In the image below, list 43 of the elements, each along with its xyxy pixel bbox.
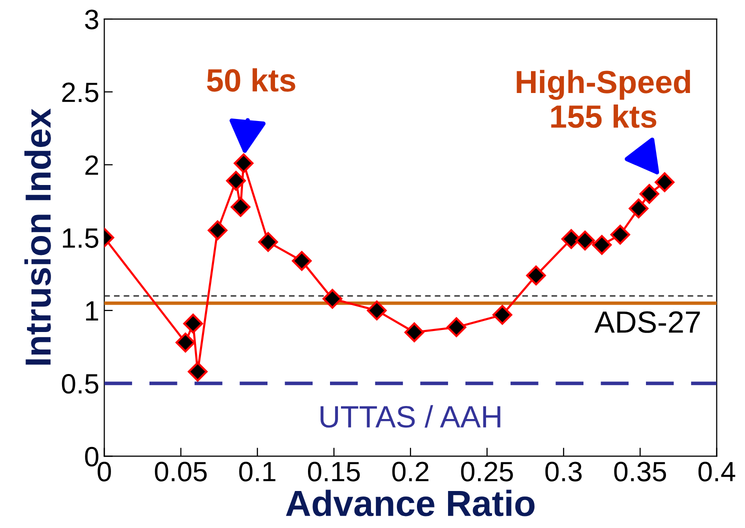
annotation: High-Speed 155 kts [516, 70, 690, 128]
point [526, 266, 546, 286]
x-tick-label: 0.4 [698, 462, 736, 482]
point [230, 197, 250, 217]
point [188, 362, 208, 382]
point [322, 288, 342, 309]
point [208, 220, 228, 240]
y-tick-label: 2.5 [62, 82, 98, 102]
x-tick-label: 0.1 [239, 462, 276, 482]
annotation: 50 kts [206, 68, 296, 92]
point [592, 235, 612, 255]
point [404, 322, 424, 342]
point [366, 300, 387, 320]
x-tick-label: 0.25 [461, 462, 513, 482]
x-tick-label: 0.35 [614, 462, 666, 482]
point [234, 153, 254, 174]
x-tick-label: 0.05 [154, 462, 207, 482]
x-tick-label: 0.15 [308, 462, 360, 482]
y-tick-label: 1.5 [62, 228, 98, 248]
point [575, 230, 595, 250]
point [258, 232, 278, 252]
point [654, 172, 675, 192]
y-axis-title: Intrusion Index [24, 108, 51, 365]
point [610, 224, 630, 245]
x-axis-title: Advance Ratio [286, 490, 535, 516]
point [492, 304, 512, 325]
y-tick-label: 0.5 [62, 374, 98, 394]
point [183, 314, 203, 334]
y-tick-label: 2 [85, 155, 98, 175]
point [226, 170, 246, 191]
x-tick-label: 0 [98, 462, 111, 482]
y-tick-label: 1 [86, 301, 98, 321]
ref-line-label: ADS-27 [594, 311, 700, 333]
y-tick-label: 3 [85, 10, 98, 30]
point [292, 251, 312, 271]
point [628, 198, 648, 218]
point [639, 184, 660, 204]
x-tick-label: 0.2 [392, 462, 428, 482]
ref-line-label: UTTAS / AAH [320, 405, 500, 428]
x-tick-label: 0.3 [545, 462, 582, 482]
y-tick-label: 0 [85, 446, 98, 467]
point [176, 332, 196, 352]
point [446, 317, 466, 338]
